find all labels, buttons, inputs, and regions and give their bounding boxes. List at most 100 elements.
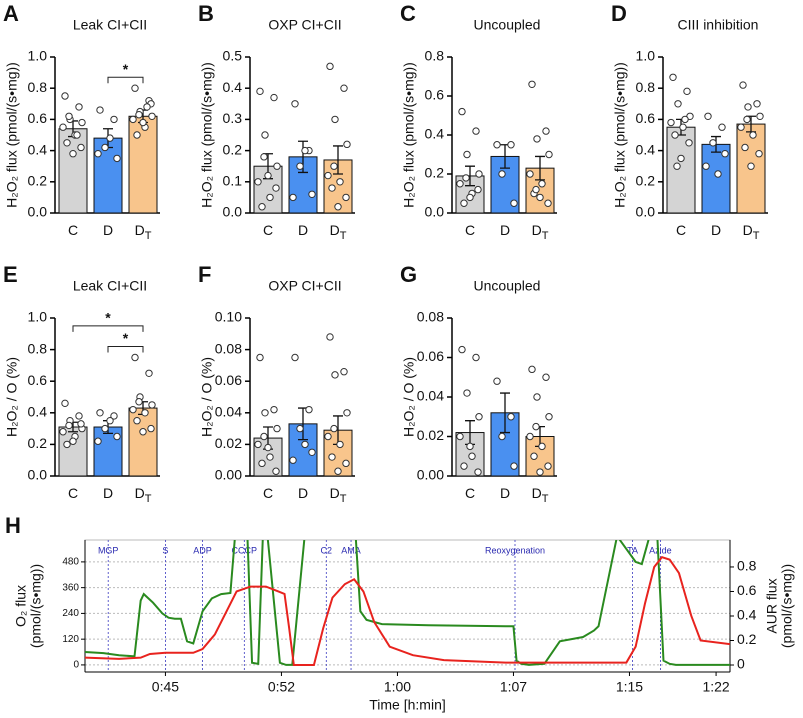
error-bar xyxy=(500,392,510,434)
data-point xyxy=(96,106,104,114)
panel-letter: E xyxy=(3,262,18,287)
data-point xyxy=(113,432,121,441)
panel-letter: H xyxy=(5,513,21,538)
y-tick-label: 0.6 xyxy=(28,110,48,126)
y-axis-label: (pmol/(s•mg)) xyxy=(28,564,44,648)
event-label: MGP xyxy=(98,545,119,555)
y-tick-label: 0.06 xyxy=(215,372,242,388)
data-point xyxy=(542,127,550,135)
data-point xyxy=(147,424,155,433)
x-tick-label: D xyxy=(103,485,113,501)
significance-label: * xyxy=(123,330,129,346)
data-point xyxy=(526,170,534,178)
y-tick-label: 0 xyxy=(73,660,79,671)
y2-tick-label: 0.8 xyxy=(737,558,757,574)
data-point xyxy=(685,139,693,147)
data-point xyxy=(542,373,550,381)
data-point xyxy=(458,107,466,116)
data-point xyxy=(63,440,71,449)
data-point xyxy=(328,184,336,192)
data-point xyxy=(141,409,149,417)
data-point xyxy=(75,412,83,420)
panel-letter: A xyxy=(3,1,19,26)
data-point xyxy=(336,178,344,186)
data-point xyxy=(683,87,691,96)
data-point xyxy=(743,115,751,124)
significance-label: * xyxy=(123,61,129,77)
y-tick-label: 0.4 xyxy=(636,141,656,157)
y-tick-label: 0.6 xyxy=(425,87,445,103)
panel-title: OXP CI+CII xyxy=(268,278,341,294)
x-tick-label: C xyxy=(465,485,475,501)
data-point xyxy=(330,424,338,433)
data-point xyxy=(475,413,483,421)
event-label: C2 xyxy=(321,545,333,555)
y-tick-label: 0.1 xyxy=(223,173,243,189)
panel-title: OXP CI+CII xyxy=(268,17,341,33)
data-point xyxy=(131,353,139,362)
y-tick-label: 0.0 xyxy=(28,467,48,483)
data-point xyxy=(526,432,534,441)
y-axis-label: H₂O₂ / O (%) xyxy=(4,357,20,437)
data-point xyxy=(466,442,474,451)
data-point xyxy=(331,115,339,124)
significance-bracket xyxy=(107,345,144,353)
data-point xyxy=(671,131,679,139)
data-point xyxy=(63,139,71,147)
data-point xyxy=(328,453,336,461)
panel-letter: F xyxy=(198,262,211,287)
data-point xyxy=(296,162,304,170)
significance-bracket xyxy=(107,76,144,84)
data-point xyxy=(148,401,156,409)
data-point xyxy=(749,131,757,139)
data-point xyxy=(59,428,67,436)
data-point xyxy=(65,421,73,430)
data-point xyxy=(737,123,745,131)
data-point xyxy=(110,412,118,420)
x-tick-label: D xyxy=(103,222,113,238)
data-point xyxy=(721,150,729,158)
data-point xyxy=(254,178,262,186)
data-point xyxy=(61,399,69,408)
data-point xyxy=(59,123,67,131)
data-point xyxy=(261,131,269,139)
data-point xyxy=(270,405,278,414)
y-axis-label: O₂ flux xyxy=(13,585,29,627)
data-point xyxy=(755,150,763,158)
x-tick-label: D xyxy=(298,485,308,501)
x-tick-label: C xyxy=(263,485,273,501)
x-tick-label: D xyxy=(711,222,721,238)
x-tick-label: D xyxy=(500,222,510,238)
x-tick-label: 1:22 xyxy=(702,679,729,695)
data-point xyxy=(272,184,280,192)
data-point xyxy=(462,174,470,182)
x-tick-label: C xyxy=(465,222,475,238)
x-tick-label: 0:52 xyxy=(268,679,295,695)
y-tick-label: 0.10 xyxy=(215,309,242,325)
data-point xyxy=(308,190,316,198)
data-point xyxy=(528,80,536,89)
data-point xyxy=(533,393,541,401)
bar xyxy=(128,115,158,214)
data-point xyxy=(273,162,281,170)
y-tick-label: 0.4 xyxy=(28,141,48,157)
data-point xyxy=(261,409,269,417)
data-point xyxy=(510,462,518,470)
error-bar xyxy=(535,155,545,181)
y-tick-label: 0.2 xyxy=(223,141,243,157)
y-tick-label: 0.08 xyxy=(417,309,444,325)
data-point xyxy=(133,417,141,425)
data-point xyxy=(739,81,747,89)
data-point xyxy=(342,459,350,468)
data-point xyxy=(340,368,348,376)
data-point xyxy=(498,170,506,178)
y-tick-label: 0.0 xyxy=(223,204,243,220)
significance-bracket xyxy=(72,325,144,332)
event-label: Reoxygenation xyxy=(485,545,545,555)
y-tick-label: 1.0 xyxy=(28,48,48,64)
data-point xyxy=(336,440,344,449)
panel-letter: G xyxy=(400,262,417,287)
y-tick-label: 0.5 xyxy=(223,48,243,64)
data-point xyxy=(258,203,266,211)
data-point xyxy=(139,428,147,436)
